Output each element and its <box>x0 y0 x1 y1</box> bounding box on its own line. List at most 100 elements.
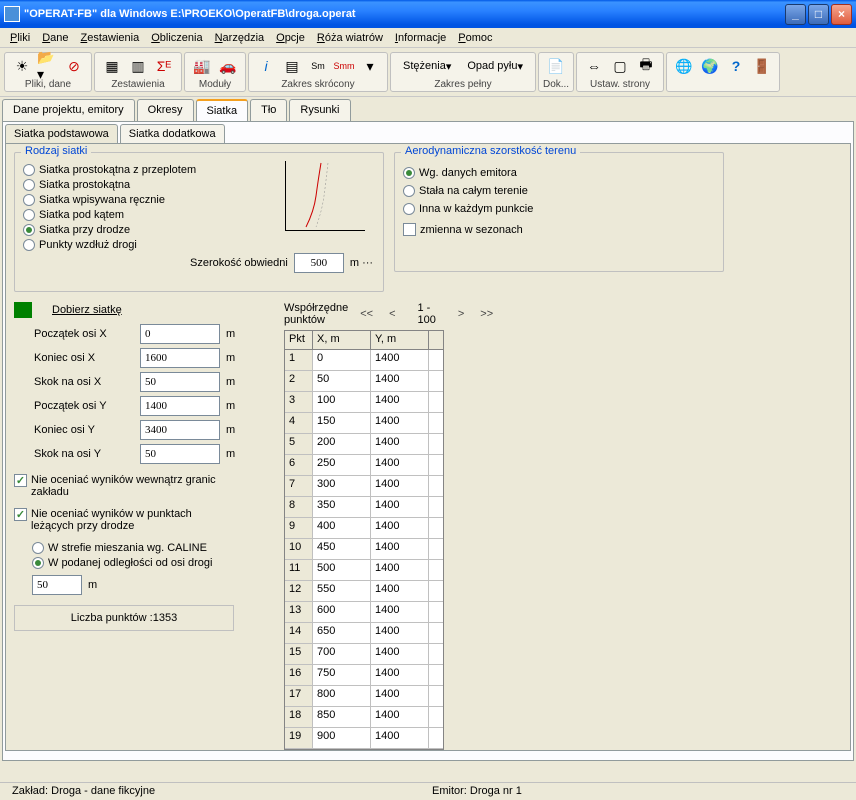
axis-input-0[interactable] <box>140 324 220 344</box>
table-row[interactable]: 2501400 <box>285 371 443 392</box>
table-row[interactable]: 104501400 <box>285 539 443 560</box>
coord-table[interactable]: Pkt X, m Y, m 10140025014003100140041501… <box>284 330 444 750</box>
menu-zestawienia[interactable]: Zestawienia <box>75 30 146 46</box>
axis-input-2[interactable] <box>140 372 220 392</box>
table-row[interactable]: 167501400 <box>285 665 443 686</box>
radio-rodzaj-3[interactable] <box>23 209 35 221</box>
tab-4[interactable]: Rysunki <box>289 99 350 121</box>
forbidden-icon[interactable]: ⊘ <box>63 55 85 77</box>
radio-rodzaj-1[interactable] <box>23 179 35 191</box>
calc1-icon[interactable]: ▤ <box>281 55 303 77</box>
help-icon[interactable]: ? <box>725 55 747 77</box>
sub-panel: Rodzaj siatki Siatka prostokątna z przep… <box>5 143 851 751</box>
table-row[interactable]: 178001400 <box>285 686 443 707</box>
radio-rodzaj-2[interactable] <box>23 194 35 206</box>
smm-icon[interactable]: Smm <box>333 55 355 77</box>
table-row[interactable]: 62501400 <box>285 455 443 476</box>
table-row[interactable]: 52001400 <box>285 434 443 455</box>
axis-input-3[interactable] <box>140 396 220 416</box>
toolgroup-pelny: Stężenia ▾ Opad pyłu ▾ Zakres pełny <box>390 52 536 92</box>
titlebar-text: "OPERAT-FB" dla Windows E:\PROEKO\Operat… <box>24 8 785 20</box>
stezenia-button[interactable]: Stężenia ▾ <box>397 55 457 77</box>
table1-icon[interactable]: ▦ <box>101 55 123 77</box>
table-row[interactable]: 125501400 <box>285 581 443 602</box>
table-row[interactable]: 188501400 <box>285 707 443 728</box>
main-tabs: Dane projektu, emitoryOkresySiatkaTłoRys… <box>0 97 856 121</box>
menu-róża wiatrów[interactable]: Róża wiatrów <box>311 30 389 46</box>
table-row[interactable]: 73001400 <box>285 476 443 497</box>
globe-icon[interactable]: 🌐 <box>673 55 695 77</box>
print-icon[interactable]: 🖶 <box>635 55 657 77</box>
table-row[interactable]: 199001400 <box>285 728 443 749</box>
tab-2[interactable]: Siatka <box>196 99 249 121</box>
table-row[interactable]: 136001400 <box>285 602 443 623</box>
width-icon[interactable]: ⇔ <box>583 55 605 77</box>
table-row[interactable]: 83501400 <box>285 497 443 518</box>
sezon-checkbox[interactable] <box>403 223 416 236</box>
menu-pliki[interactable]: Pliki <box>4 30 36 46</box>
check-wewnatrz[interactable]: ✓ <box>14 474 27 487</box>
radio-rodzaj-5[interactable] <box>23 239 35 251</box>
close-button[interactable]: × <box>831 4 852 25</box>
tab-0[interactable]: Dane projektu, emitory <box>2 99 135 121</box>
count-box: Liczba punktów :1353 <box>14 605 234 631</box>
radio-aero-0[interactable] <box>403 167 415 179</box>
main-panel: Siatka podstawowaSiatka dodatkowa Rodzaj… <box>2 121 854 761</box>
tab-1[interactable]: Okresy <box>137 99 194 121</box>
axis-input-4[interactable] <box>140 420 220 440</box>
check-drodze[interactable]: ✓ <box>14 508 27 521</box>
radio-aero-1[interactable] <box>403 185 415 197</box>
titlebar: "OPERAT-FB" dla Windows E:\PROEKO\Operat… <box>0 0 856 28</box>
table-row[interactable]: 157001400 <box>285 644 443 665</box>
menu-obliczenia[interactable]: Obliczenia <box>145 30 208 46</box>
radio-aero-2[interactable] <box>403 203 415 215</box>
table-row[interactable]: 31001400 <box>285 392 443 413</box>
dropdown-icon[interactable]: ▾ <box>359 55 381 77</box>
maximize-button[interactable]: □ <box>808 4 829 25</box>
info-icon[interactable]: i <box>255 55 277 77</box>
toolgroup-zestawienia: ▦ ▥ Σᴱ Zestawienia <box>94 52 182 92</box>
menu-informacje[interactable]: Informacje <box>389 30 452 46</box>
opad-button[interactable]: Opad pyłu ▾ <box>461 55 529 77</box>
toolgroup-help: 🌐 🌍 ? 🚪 <box>666 52 780 92</box>
world-icon[interactable]: 🌍 <box>699 55 721 77</box>
tab-3[interactable]: Tło <box>250 99 287 121</box>
szerokosc-input[interactable] <box>294 253 344 273</box>
subtab-1[interactable]: Siatka dodatkowa <box>120 124 225 143</box>
nav-next[interactable]: > <box>454 308 468 320</box>
toolgroup-skrocony: i ▤ Sm Smm ▾ Zakres skrócony <box>248 52 388 92</box>
table-row[interactable]: 101400 <box>285 350 443 371</box>
sm-icon[interactable]: Sm <box>307 55 329 77</box>
car-icon[interactable]: 🚗 <box>217 55 239 77</box>
table-row[interactable]: 94001400 <box>285 518 443 539</box>
doc-icon[interactable]: 📄 <box>545 55 567 77</box>
axis-input-5[interactable] <box>140 444 220 464</box>
dobierz-link[interactable]: Dobierz siatkę <box>52 304 122 316</box>
menu-dane[interactable]: Dane <box>36 30 74 46</box>
dist-input[interactable] <box>32 575 82 595</box>
folder-icon[interactable]: 📂▾ <box>37 55 59 77</box>
radio-caline[interactable] <box>32 542 44 554</box>
exit-icon[interactable]: 🚪 <box>751 55 773 77</box>
axis-input-1[interactable] <box>140 348 220 368</box>
nav-last[interactable]: >> <box>476 308 497 320</box>
radio-rodzaj-0[interactable] <box>23 164 35 176</box>
radio-odleglosc[interactable] <box>32 557 44 569</box>
page-icon[interactable]: ▢ <box>609 55 631 77</box>
table-row[interactable]: 115001400 <box>285 560 443 581</box>
sigma-icon[interactable]: Σᴱ <box>153 55 175 77</box>
subtab-0[interactable]: Siatka podstawowa <box>5 124 118 143</box>
factory-icon[interactable]: 🏭 <box>191 55 213 77</box>
toolgroup-dok: 📄 Dok... <box>538 52 574 92</box>
minimize-button[interactable]: _ <box>785 4 806 25</box>
menu-narzędzia[interactable]: Narzędzia <box>209 30 271 46</box>
table-row[interactable]: 41501400 <box>285 413 443 434</box>
nav-prev[interactable]: < <box>385 308 399 320</box>
menu-opcje[interactable]: Opcje <box>270 30 311 46</box>
table-row[interactable]: 146501400 <box>285 623 443 644</box>
menu-pomoc[interactable]: Pomoc <box>452 30 498 46</box>
radio-rodzaj-4[interactable] <box>23 224 35 236</box>
nav-first[interactable]: << <box>356 308 377 320</box>
sun-icon[interactable]: ☀ <box>11 55 33 77</box>
table2-icon[interactable]: ▥ <box>127 55 149 77</box>
